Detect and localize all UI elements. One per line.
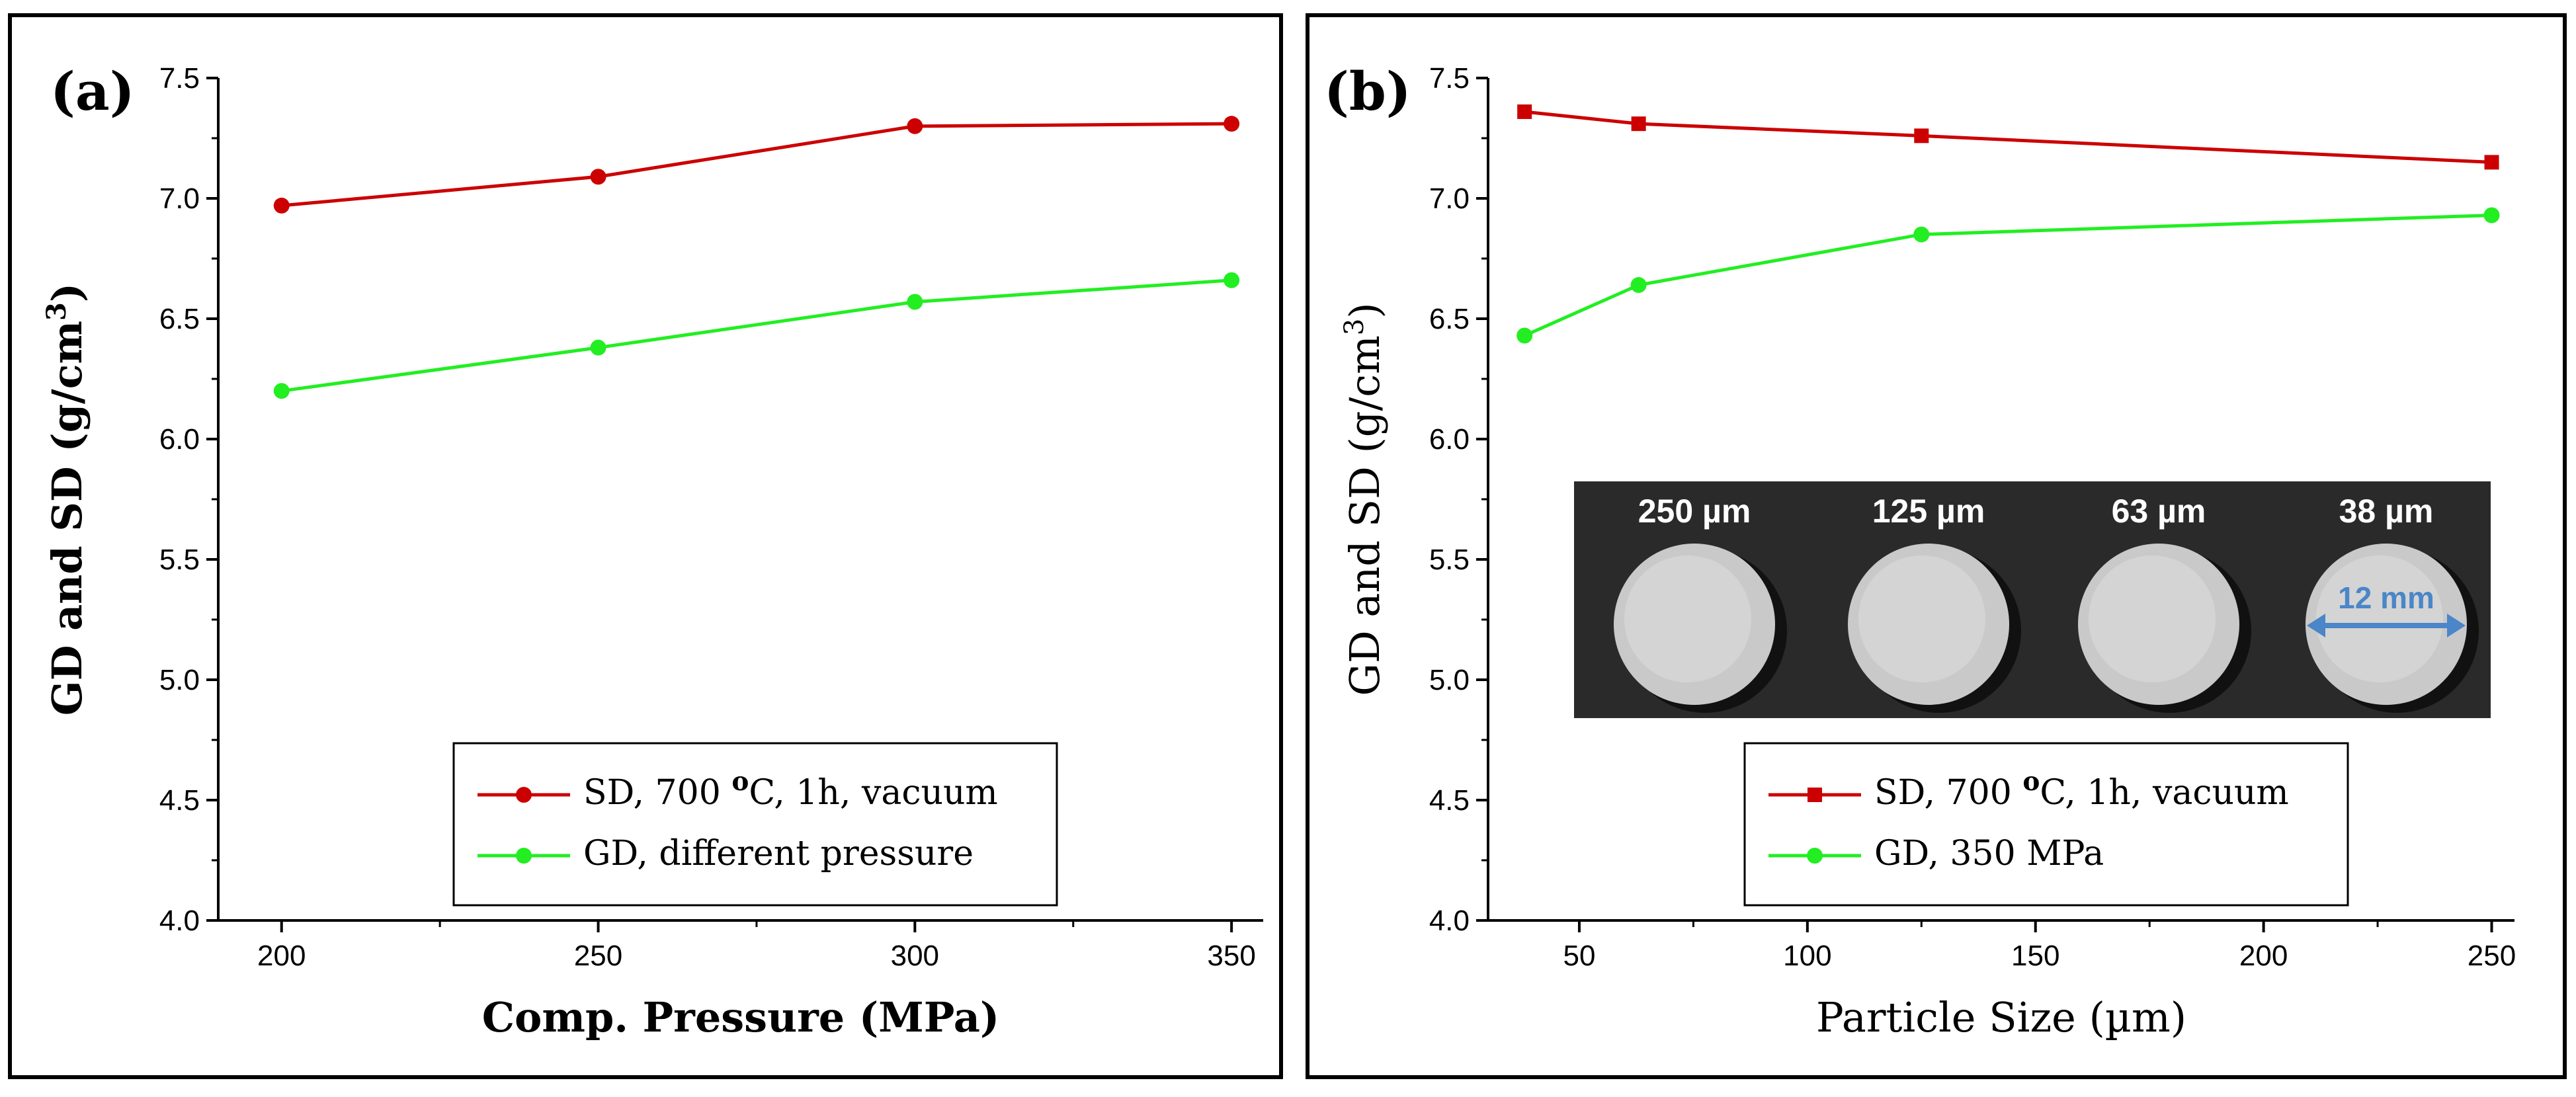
legend-label-suffix: C, 1h, vacuum [2040, 773, 2288, 813]
x-axis-label: Particle Size (µm) [1816, 993, 2186, 1041]
panel-label: (a) [50, 60, 135, 122]
x-tick-label: 250 [2468, 940, 2516, 972]
y-axis-label-text: GD and SD (g/cm [1341, 335, 1389, 696]
data-point [590, 169, 606, 185]
chart-a-svg: 4.0 4.5 5.0 5.5 6.0 6.5 7.0 7.5 200 250 300 350 Comp… [41, 60, 1263, 1041]
dimension-arrow-left [2307, 614, 2325, 637]
panel-label: (b) [1324, 60, 1411, 122]
data-point [1914, 128, 1929, 143]
y-tick-label: 5.5 [159, 544, 200, 576]
x-tick-label: 350 [1207, 940, 1255, 972]
legend-label-text: GD, 350 MPa [1874, 834, 2104, 874]
legend-box [1743, 742, 2349, 907]
y-tick-label: 6.0 [159, 423, 200, 456]
y-tick-label: 5.0 [159, 664, 200, 696]
y-tick-label: 6.5 [159, 303, 200, 335]
data-point [1224, 116, 1240, 132]
legend-marker [1807, 848, 1823, 864]
data-point [273, 383, 290, 399]
y-tick-label: 7.0 [159, 183, 200, 215]
chart-panel-a: 4.0 4.5 5.0 5.5 6.0 6.5 7.0 7.5 200 250 300 350 Comp… [8, 13, 1283, 1079]
chart-panel-b: 4.0 4.5 5.0 5.5 6.0 6.5 7.0 7.5 50 100 150 200 250 Pa… [1306, 13, 2567, 1079]
y-tick-label: 5.0 [1429, 664, 1470, 696]
x-tick-label: 150 [2011, 940, 2059, 972]
data-point [907, 118, 923, 134]
data-point [2483, 207, 2500, 223]
y-tick-label: 4.0 [1429, 905, 1470, 937]
legend-label-suffix: C, 1h, vacuum [749, 773, 997, 813]
y-axis-label-text: GD and SD (g/cm [43, 321, 91, 715]
legend-label: GD, different pressure [583, 834, 974, 874]
sample-size-label: 63 µm [2112, 493, 2206, 530]
chart-b-svg: 4.0 4.5 5.0 5.5 6.0 6.5 7.0 7.5 50 100 150 200 250 Pa… [1324, 60, 2516, 1041]
y-tick-label: 4.0 [159, 905, 200, 937]
series-line [1524, 213, 2492, 337]
x-tick-label: 200 [2239, 940, 2288, 972]
series-line [281, 278, 1232, 393]
x-tick-label: 300 [891, 940, 939, 972]
sample-size-label: 125 µm [1872, 493, 1985, 530]
data-point [907, 294, 923, 310]
x-tick-label: 250 [574, 940, 622, 972]
data-point [1517, 327, 1533, 344]
y-tick-label: 7.0 [1429, 183, 1470, 215]
legend-marker [516, 787, 532, 803]
sample-highlight [1858, 555, 1985, 682]
data-point [1517, 104, 1532, 119]
x-tick-label: 100 [1783, 940, 1831, 972]
x-axis-label: Comp. Pressure (MPa) [482, 993, 1000, 1041]
legend-label-text: SD, 700 [583, 773, 731, 813]
x-tick-label: 50 [1563, 940, 1595, 972]
sample-highlight [2316, 555, 2443, 682]
legend-label: GD, 350 MPa [1874, 834, 2104, 874]
y-axis-label: GD and SD (g/cm3) [1339, 302, 1389, 696]
y-tick-label: 7.5 [159, 62, 200, 95]
legend-marker [1807, 788, 1822, 802]
y-axis-label-sup: 3 [41, 302, 72, 321]
legend-label-sup: o [731, 766, 749, 797]
legend-label: SD, 700 oC, 1h, vacuum [1874, 766, 2289, 813]
data-point [273, 197, 290, 214]
dimension-label: 12 mm [2338, 581, 2434, 615]
y-tick-label: 6.5 [1429, 303, 1470, 335]
y-axis-label: GD and SD (g/cm3) [41, 283, 91, 715]
data-point [1631, 116, 1646, 132]
sample-size-label: 250 µm [1638, 493, 1751, 530]
y-axis-label-close: ) [1341, 302, 1389, 318]
dimension-arrow-right [2447, 614, 2466, 637]
sample-highlight [1624, 555, 1751, 682]
data-point [2484, 155, 2499, 170]
legend-label-text: GD, different pressure [583, 834, 974, 874]
data-point [1224, 272, 1240, 288]
sample-highlight [2089, 555, 2216, 682]
sample-size-label: 38 µm [2339, 493, 2434, 530]
x-tick-label: 200 [257, 940, 306, 972]
y-tick-label: 7.5 [1429, 62, 1470, 95]
y-tick-label: 4.5 [159, 784, 200, 817]
legend-label: SD, 700 oC, 1h, vacuum [583, 766, 998, 813]
y-tick-label: 6.0 [1429, 423, 1470, 456]
series-line [1524, 110, 2492, 164]
legend-label-sup: o [2022, 766, 2040, 797]
series-line [281, 122, 1232, 208]
data-point [1913, 226, 1930, 243]
y-axis-label-sup: 3 [1339, 319, 1370, 335]
legend-marker [516, 848, 532, 864]
legend-box [452, 742, 1058, 907]
data-point [1630, 277, 1647, 294]
legend-label-text: SD, 700 [1874, 773, 2022, 813]
y-axis-label-close: ) [43, 283, 91, 302]
y-tick-label: 5.5 [1429, 544, 1470, 576]
y-tick-label: 4.5 [1429, 784, 1470, 817]
sample-photo-inset: 250 µm 125 µm 63 µm 38 µm 12 mm [1574, 481, 2491, 718]
data-point [590, 339, 606, 356]
